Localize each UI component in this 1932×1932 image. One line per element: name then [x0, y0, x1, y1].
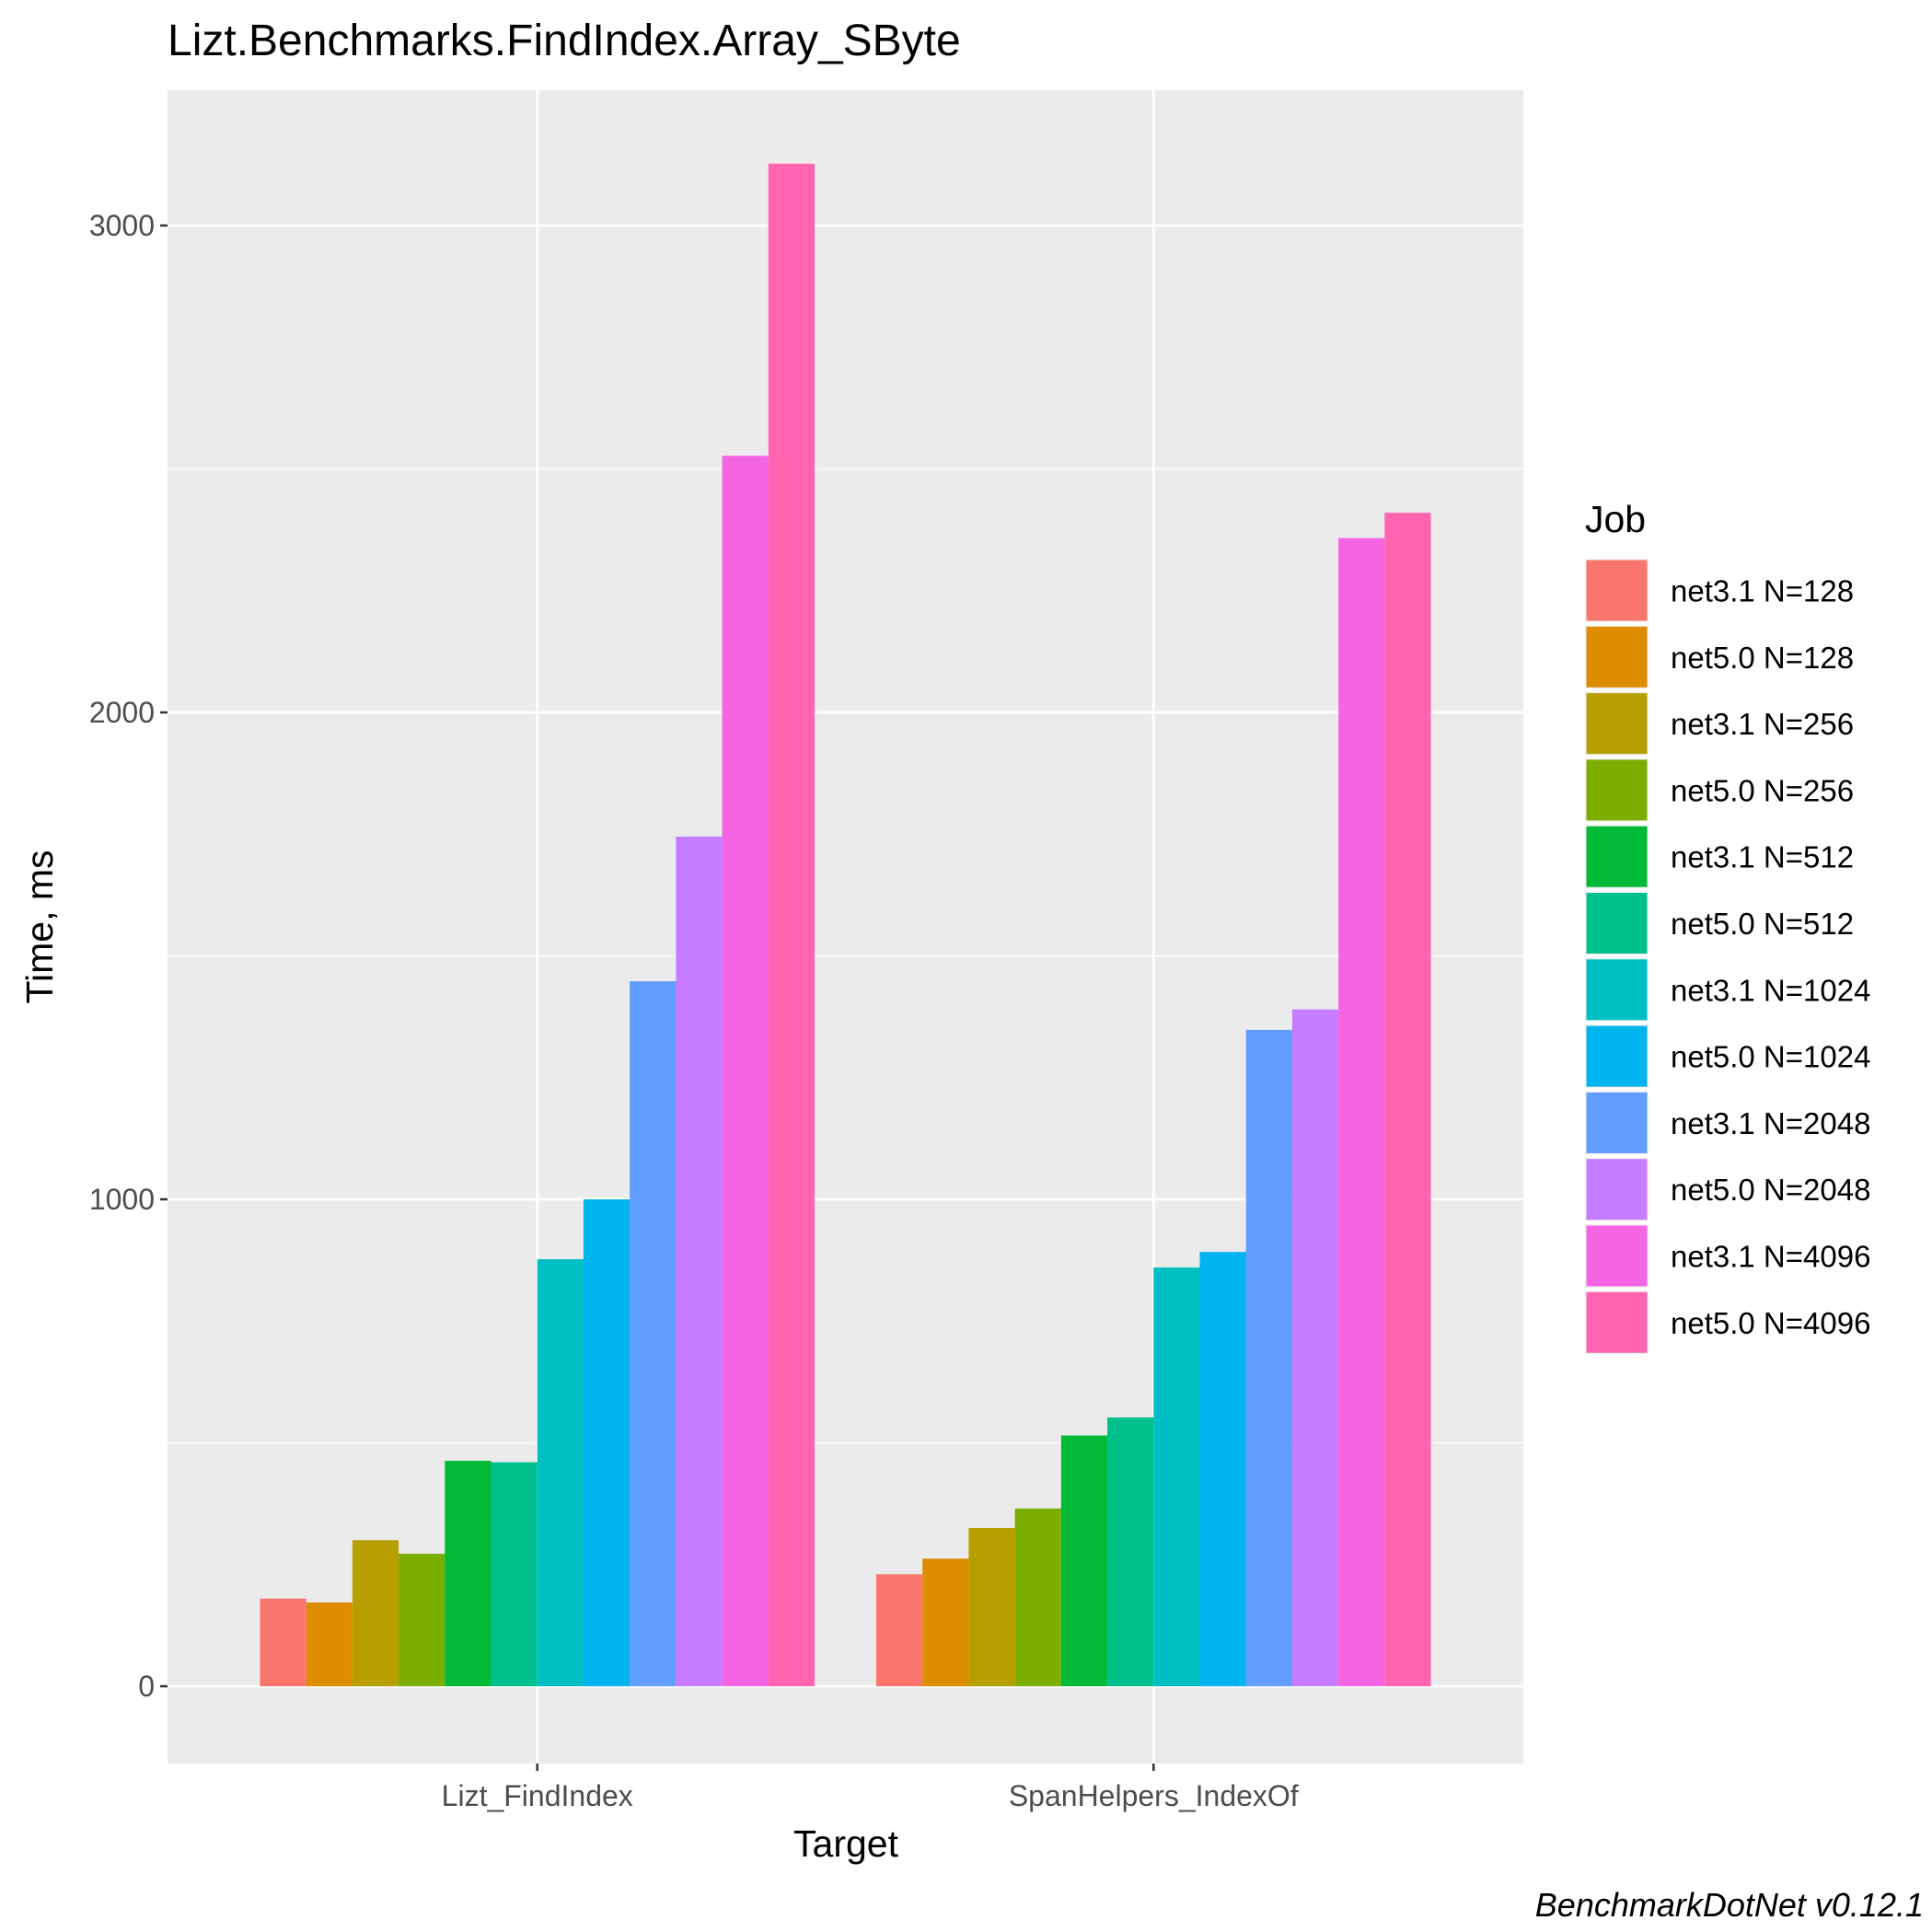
y-tick-label: 1000 [89, 1183, 155, 1216]
legend-label: net5.0 N=2048 [1671, 1173, 1870, 1207]
legend-swatch [1586, 959, 1648, 1021]
bar [1060, 1435, 1108, 1686]
y-axis-title: Time, ms [18, 850, 61, 1003]
y-axis-ticks: 0 1000 2000 3000 [89, 209, 168, 1703]
y-tick-label: 3000 [89, 209, 155, 242]
bar [583, 1199, 631, 1686]
legend-swatch [1586, 893, 1648, 954]
legend-label: net3.1 N=128 [1671, 574, 1854, 608]
bar [1107, 1417, 1154, 1686]
bar [630, 981, 677, 1686]
bars [260, 163, 1431, 1687]
legend: Job net3.1 N=128 net5.0 N=128 net3.1 N=256… [1585, 498, 1870, 1355]
y-tick-label: 0 [138, 1670, 155, 1703]
bar [968, 1528, 1015, 1686]
bar [260, 1598, 307, 1686]
bar [537, 1259, 584, 1686]
legend-label: net5.0 N=1024 [1671, 1040, 1870, 1074]
legend-swatch [1586, 826, 1648, 887]
bar [722, 456, 769, 1686]
legend-label: net5.0 N=4096 [1671, 1306, 1870, 1340]
bar [1153, 1267, 1200, 1686]
legend-label: net3.1 N=2048 [1671, 1106, 1870, 1140]
legend-swatch [1586, 693, 1648, 755]
legend-label: net3.1 N=4096 [1671, 1240, 1870, 1274]
legend-label: net3.1 N=512 [1671, 840, 1854, 874]
legend-label: net5.0 N=256 [1671, 773, 1854, 807]
bar [1245, 1029, 1292, 1686]
bar [1338, 538, 1385, 1687]
bar [922, 1558, 969, 1686]
bar [1014, 1508, 1061, 1686]
bar [491, 1462, 538, 1686]
bar [676, 836, 723, 1686]
legend-title: Job [1585, 498, 1646, 540]
bar [399, 1554, 445, 1686]
bar [1199, 1252, 1246, 1686]
bar [306, 1602, 353, 1686]
legend-swatch [1586, 1291, 1648, 1353]
bar [1291, 1009, 1339, 1686]
bar [352, 1540, 399, 1686]
x-axis-title: Target [793, 1822, 899, 1865]
bar [1384, 513, 1431, 1686]
legend-swatch [1586, 560, 1648, 621]
legend-swatch [1586, 1025, 1648, 1087]
legend-swatch [1586, 759, 1648, 821]
legend-swatch [1586, 1225, 1648, 1287]
y-tick-label: 2000 [89, 696, 155, 729]
x-tick-label: Lizt_FindIndex [442, 1779, 633, 1812]
legend-label: net5.0 N=128 [1671, 641, 1854, 675]
x-axis-ticks: Lizt_FindIndex SpanHelpers_IndexOf [442, 1764, 1299, 1812]
legend-swatch [1586, 1159, 1648, 1221]
legend-label: net5.0 N=512 [1671, 907, 1854, 941]
bar [768, 163, 816, 1686]
legend-swatch [1586, 626, 1648, 688]
bar [875, 1574, 923, 1686]
legend-label: net3.1 N=256 [1671, 707, 1854, 741]
x-tick-label: SpanHelpers_IndexOf [1009, 1779, 1299, 1812]
legend-label: net3.1 N=1024 [1671, 973, 1870, 1007]
bar [445, 1461, 492, 1686]
chart-title: Lizt.Benchmarks.FindIndex.Array_SByte [168, 17, 961, 65]
legend-swatch [1586, 1092, 1648, 1153]
chart-caption: BenchmarkDotNet v0.12.1 [1535, 1886, 1924, 1924]
